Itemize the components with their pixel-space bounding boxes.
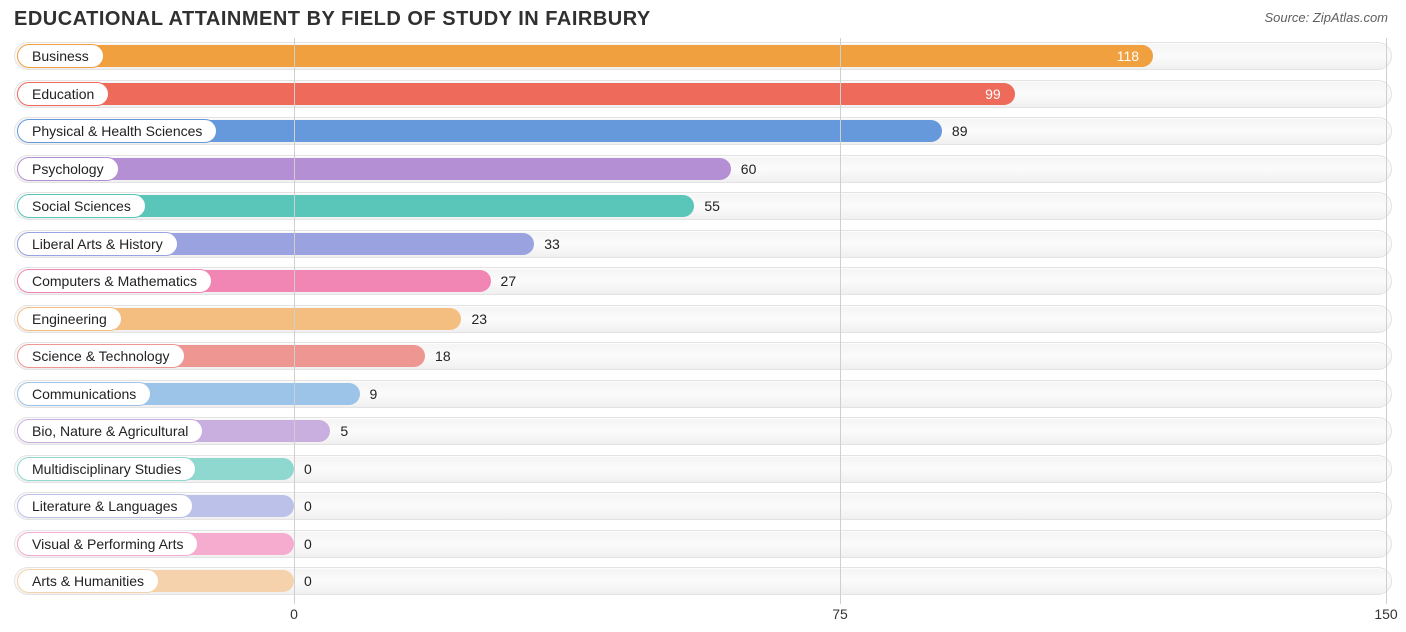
value-label: 55 bbox=[694, 188, 720, 224]
grid-line bbox=[1386, 38, 1387, 604]
chart-container: EDUCATIONAL ATTAINMENT BY FIELD OF STUDY… bbox=[0, 0, 1406, 632]
x-tick: 75 bbox=[832, 606, 848, 622]
category-pill: Communications bbox=[17, 382, 151, 406]
category-pill: Liberal Arts & History bbox=[17, 232, 178, 256]
category-pill: Social Sciences bbox=[17, 194, 146, 218]
x-tick: 0 bbox=[290, 606, 298, 622]
category-pill: Multidisciplinary Studies bbox=[17, 457, 196, 481]
bar-row: Engineering 23 bbox=[14, 301, 1392, 337]
bar-row: Science & Technology 18 bbox=[14, 338, 1392, 374]
bar-row: Literature & Languages 0 bbox=[14, 488, 1392, 524]
category-pill: Visual & Performing Arts bbox=[17, 532, 198, 556]
value-label: 5 bbox=[330, 413, 348, 449]
bar-row: Multidisciplinary Studies 0 bbox=[14, 451, 1392, 487]
bar-row: Bio, Nature & Agricultural 5 bbox=[14, 413, 1392, 449]
bar-row: Business118 bbox=[14, 38, 1392, 74]
plot-area: Business118Education99Physical & Health … bbox=[14, 38, 1392, 604]
bar-row: Social Sciences 55 bbox=[14, 188, 1392, 224]
category-pill: Bio, Nature & Agricultural bbox=[17, 419, 203, 443]
bar-row: Arts & Humanities 0 bbox=[14, 563, 1392, 599]
value-label: 33 bbox=[534, 226, 560, 262]
bar-row: Psychology 60 bbox=[14, 151, 1392, 187]
value-label: 18 bbox=[425, 338, 451, 374]
value-label: 89 bbox=[942, 113, 968, 149]
value-label: 0 bbox=[294, 526, 312, 562]
value-label: 0 bbox=[294, 488, 312, 524]
value-label: 27 bbox=[491, 263, 517, 299]
bar-row: Physical & Health Sciences 89 bbox=[14, 113, 1392, 149]
bar-row: Liberal Arts & History 33 bbox=[14, 226, 1392, 262]
bar-row: Visual & Performing Arts 0 bbox=[14, 526, 1392, 562]
chart-title: EDUCATIONAL ATTAINMENT BY FIELD OF STUDY… bbox=[10, 6, 1396, 31]
value-label: 0 bbox=[294, 451, 312, 487]
value-label: 99 bbox=[18, 76, 1015, 112]
category-pill: Psychology bbox=[17, 157, 119, 181]
bar-row: Education99 bbox=[14, 76, 1392, 112]
value-label: 0 bbox=[294, 563, 312, 599]
category-pill: Arts & Humanities bbox=[17, 569, 159, 593]
category-pill: Engineering bbox=[17, 307, 122, 331]
x-axis: 075150 bbox=[14, 606, 1392, 626]
value-label: 60 bbox=[731, 151, 757, 187]
category-pill: Science & Technology bbox=[17, 344, 185, 368]
value-label: 23 bbox=[461, 301, 487, 337]
source-label: Source: ZipAtlas.com bbox=[1264, 10, 1388, 25]
grid-line bbox=[840, 38, 841, 604]
value-label: 118 bbox=[18, 38, 1153, 74]
category-pill: Physical & Health Sciences bbox=[17, 119, 217, 143]
bar-fill bbox=[18, 158, 731, 180]
x-tick: 150 bbox=[1374, 606, 1397, 622]
bar-row: Communications 9 bbox=[14, 376, 1392, 412]
category-pill: Computers & Mathematics bbox=[17, 269, 212, 293]
bar-row: Computers & Mathematics 27 bbox=[14, 263, 1392, 299]
value-label: 9 bbox=[360, 376, 378, 412]
category-pill: Literature & Languages bbox=[17, 494, 193, 518]
